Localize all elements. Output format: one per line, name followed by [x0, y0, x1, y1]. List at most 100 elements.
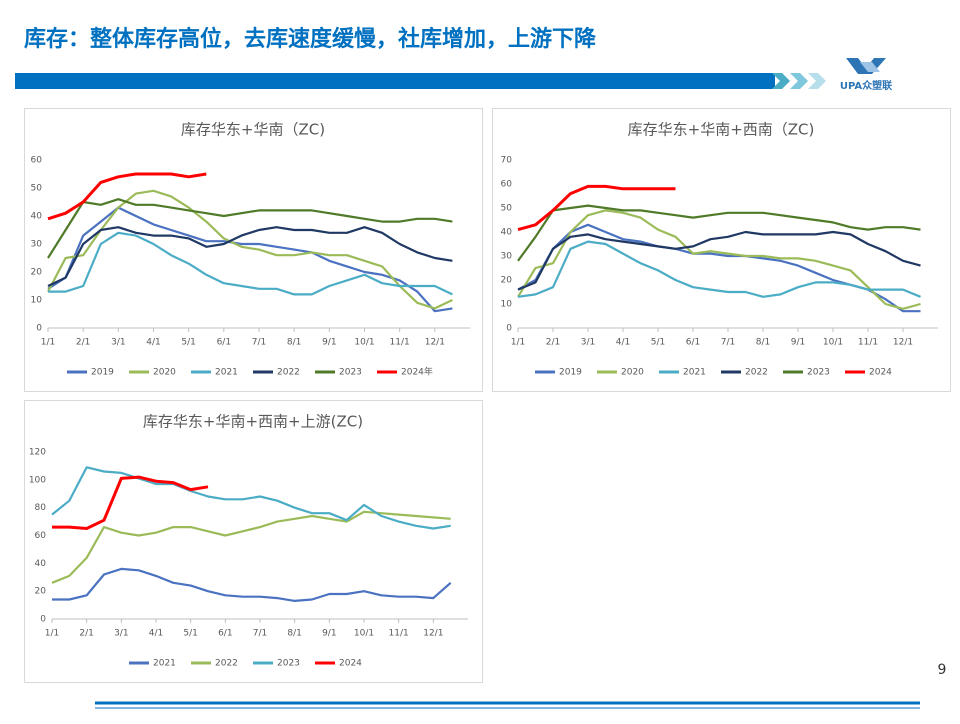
x-tick-label: 12/1: [425, 338, 445, 348]
x-tick-label: 6/1: [217, 338, 231, 348]
series-line: [517, 209, 921, 310]
x-tick-label: 5/1: [183, 629, 197, 639]
chart-frame: [492, 108, 951, 392]
page-number: 9: [938, 662, 947, 678]
legend-label: 2024: [869, 368, 892, 378]
y-tick-label: 10: [31, 296, 43, 306]
y-tick-label: 50: [31, 184, 43, 194]
x-tick-label: 1/1: [45, 629, 59, 639]
y-tick-label: 20: [35, 587, 47, 597]
y-tick-label: 40: [35, 559, 47, 569]
y-tick-label: 0: [506, 324, 512, 334]
legend-label: 2019: [91, 368, 114, 378]
x-tick-label: 1/1: [511, 338, 525, 348]
x-tick-label: 12/1: [893, 338, 913, 348]
legend-label: 2022: [215, 659, 238, 669]
series-line: [47, 172, 207, 221]
x-tick-label: 8/1: [287, 629, 301, 639]
logo: UPA众塑联: [840, 58, 892, 92]
x-tick-label: 3/1: [114, 629, 128, 639]
slide-title: 库存：整体库存高位，去库速度缓慢，社库增加，上游下降: [24, 26, 597, 52]
series-line: [517, 184, 676, 232]
series-line: [48, 231, 453, 296]
y-tick-label: 100: [29, 475, 46, 485]
y-tick-label: 60: [35, 531, 47, 541]
chart-title: 库存华东+华南+西南（ZC): [628, 121, 815, 139]
x-tick-label: 2/1: [76, 338, 90, 348]
y-tick-label: 30: [31, 240, 43, 250]
series-line: [47, 198, 453, 259]
x-tick-label: 7/1: [252, 338, 266, 348]
legend-label: 2024年: [401, 366, 433, 378]
y-tick-label: 0: [40, 615, 46, 625]
y-tick-label: 30: [501, 252, 513, 262]
x-tick-label: 12/1: [423, 629, 443, 639]
x-tick-label: 3/1: [111, 338, 125, 348]
legend-label: 2024: [339, 659, 362, 669]
y-tick-label: 50: [501, 204, 513, 214]
x-tick-label: 2/1: [546, 338, 560, 348]
legend-label: 2021: [153, 659, 176, 669]
x-tick-label: 7/1: [721, 338, 735, 348]
y-tick-label: 20: [501, 276, 513, 286]
chart-frame: [24, 108, 483, 392]
x-tick-label: 9/1: [322, 629, 336, 639]
x-tick-label: 5/1: [651, 338, 665, 348]
x-tick-label: 8/1: [287, 338, 301, 348]
legend-label: 2020: [621, 368, 644, 378]
x-tick-label: 9/1: [791, 338, 805, 348]
series-line: [47, 206, 453, 313]
y-tick-label: 70: [501, 156, 513, 166]
chart-title: 库存华东+华南（ZC): [181, 121, 325, 139]
series-line: [517, 204, 921, 262]
x-tick-label: 6/1: [686, 338, 700, 348]
y-tick-label: 20: [31, 268, 43, 278]
series-line: [52, 475, 209, 530]
y-tick-label: 60: [501, 180, 513, 190]
header-bar: [15, 73, 775, 89]
x-tick-label: 11/1: [858, 338, 878, 348]
y-tick-label: 40: [501, 228, 513, 238]
y-tick-label: 60: [31, 156, 43, 166]
series-line: [52, 567, 452, 602]
x-tick-label: 11/1: [389, 629, 409, 639]
legend-label: 2022: [277, 368, 300, 378]
legend-label: 2023: [807, 368, 830, 378]
x-tick-label: 4/1: [616, 338, 630, 348]
x-tick-label: 10/1: [354, 629, 374, 639]
legend-label: 2023: [339, 368, 362, 378]
series-line: [47, 189, 453, 310]
series-line: [47, 226, 453, 287]
legend-label: 2021: [683, 368, 706, 378]
x-tick-label: 7/1: [253, 629, 267, 639]
series-line: [51, 466, 451, 530]
logo-text: UPA众塑联: [840, 79, 892, 92]
x-tick-label: 4/1: [149, 629, 163, 639]
legend-label: 2022: [745, 368, 768, 378]
y-tick-label: 10: [501, 300, 513, 310]
series-line: [51, 510, 451, 584]
y-tick-label: 120: [29, 448, 46, 458]
chart-title: 库存华东+华南+西南+上游(ZC): [143, 413, 363, 431]
y-tick-label: 40: [31, 212, 43, 222]
legend-label: 2019: [559, 368, 582, 378]
legend-label: 2021: [215, 368, 238, 378]
x-tick-label: 1/1: [41, 338, 55, 348]
y-tick-label: 0: [36, 324, 42, 334]
x-tick-label: 6/1: [218, 629, 232, 639]
chevrons: [772, 73, 826, 89]
chart-frame: [24, 400, 483, 683]
legend-label: 2023: [277, 659, 300, 669]
x-tick-label: 9/1: [322, 338, 336, 348]
x-tick-label: 3/1: [581, 338, 595, 348]
x-tick-label: 2/1: [79, 629, 93, 639]
series-line: [517, 240, 921, 298]
x-tick-label: 10/1: [823, 338, 843, 348]
x-tick-label: 11/1: [390, 338, 410, 348]
x-tick-label: 5/1: [181, 338, 195, 348]
legend-label: 2020: [153, 368, 176, 378]
x-tick-label: 10/1: [354, 338, 374, 348]
y-tick-label: 80: [35, 503, 47, 513]
x-tick-label: 4/1: [146, 338, 160, 348]
